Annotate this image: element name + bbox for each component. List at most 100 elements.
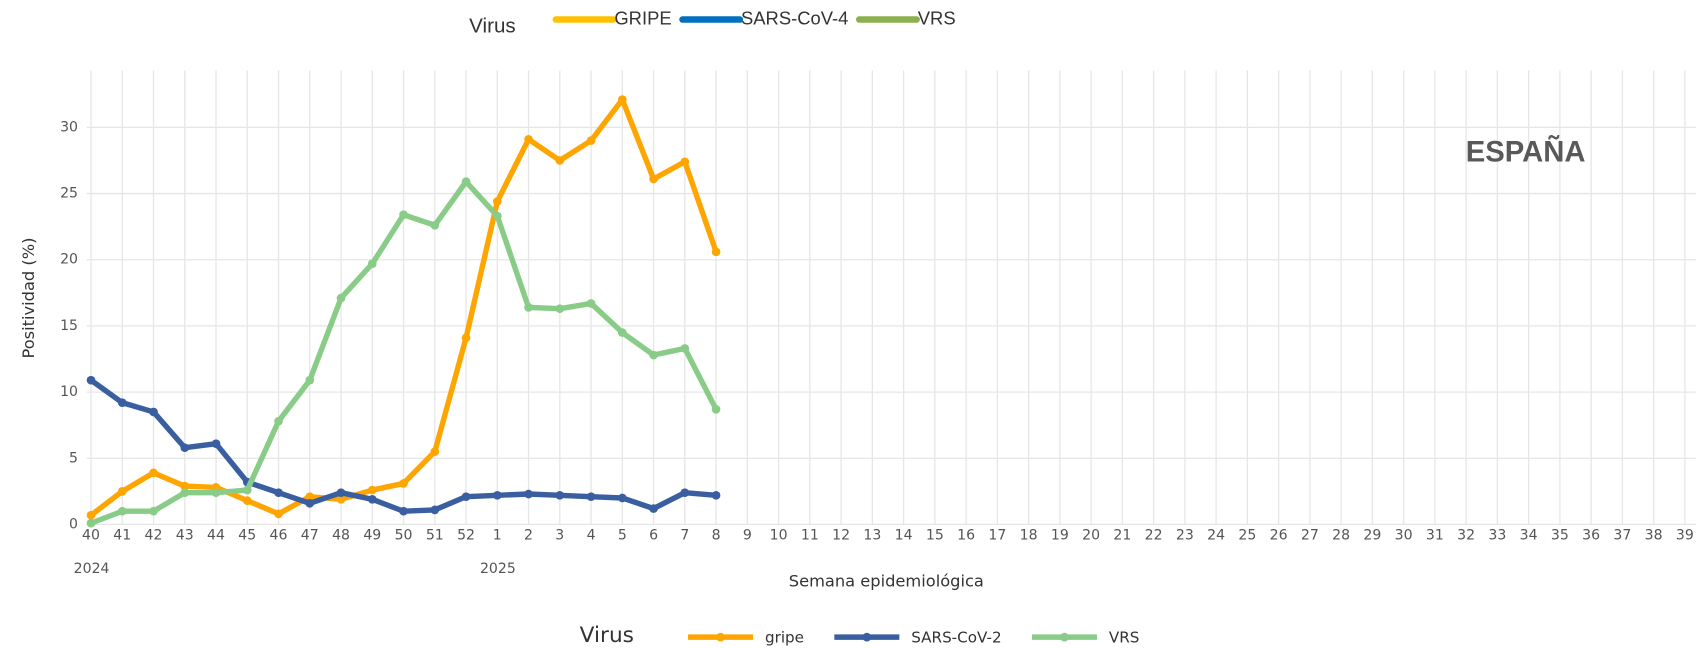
point (461, 333, 471, 343)
point (617, 328, 627, 337)
point (305, 375, 315, 385)
x-tick-label: 13 (863, 527, 881, 543)
y-tick-label: 20 (60, 252, 78, 268)
x-axis-label: Semana epidemiológica (789, 571, 984, 590)
point (180, 481, 190, 491)
x-tick-label: 28 (1332, 527, 1350, 543)
point (211, 488, 221, 498)
x-tick-label: 52 (457, 527, 475, 543)
x-tick-label: 12 (832, 527, 850, 543)
x-tick-label: 36 (1582, 527, 1600, 543)
x-tick-label: 40 (82, 527, 100, 543)
point (180, 488, 190, 498)
point (649, 504, 658, 513)
x-tick-label: 23 (1176, 527, 1194, 543)
point (399, 210, 408, 220)
x-tick-label: 2 (524, 527, 533, 543)
point (242, 496, 252, 505)
x-tick-label: 18 (1020, 527, 1038, 543)
x-tick-label: 4 (587, 527, 596, 543)
x-tick-label: 8 (712, 527, 721, 543)
point (524, 489, 533, 499)
point (274, 416, 283, 426)
point (430, 220, 440, 230)
point (86, 375, 96, 385)
y-tick-label: 15 (60, 318, 78, 334)
x-tick-label: 6 (649, 527, 658, 543)
point (399, 479, 408, 488)
point (430, 505, 440, 515)
x-tick-label: 10 (770, 527, 788, 543)
y-tick-label: 0 (69, 516, 78, 532)
period-label: 2025 (480, 561, 516, 577)
point (680, 488, 690, 498)
x-tick-label: 16 (957, 527, 975, 543)
point (492, 491, 502, 500)
point (274, 509, 283, 519)
y-tick-label: 10 (60, 384, 78, 400)
point (555, 491, 565, 500)
point (367, 259, 377, 269)
point (586, 136, 596, 145)
point (555, 156, 565, 165)
x-tick-label: 20 (1082, 527, 1100, 543)
point (336, 293, 346, 303)
legend-swatch (716, 632, 725, 642)
x-tick-label: 9 (743, 527, 752, 543)
top-legend-label: SARS-CoV-4 (741, 7, 848, 28)
point (242, 485, 252, 495)
point (586, 299, 596, 308)
x-tick-label: 50 (395, 527, 413, 543)
plot-area (86, 70, 1696, 526)
x-tick-label: 47 (301, 527, 319, 543)
point (617, 493, 627, 503)
point (649, 174, 658, 184)
x-tick-label: 46 (270, 527, 288, 543)
point (524, 134, 533, 144)
x-tick-label: 11 (801, 527, 819, 543)
legend-swatch (862, 632, 872, 642)
x-tick-label: 24 (1207, 527, 1225, 543)
legend-swatch (1060, 632, 1069, 642)
x-tick-label: 31 (1426, 527, 1444, 543)
y-tick-label: 5 (69, 450, 78, 466)
point (117, 487, 127, 496)
x-tick-label: 41 (113, 527, 131, 543)
point (180, 443, 190, 453)
point (680, 157, 690, 167)
top-legend-label: GRIPE (614, 7, 671, 28)
point (305, 498, 315, 508)
x-tick-label: 25 (1238, 527, 1256, 543)
top-legend-label: VRS (918, 7, 956, 28)
x-tick-label: 42 (145, 527, 163, 543)
point (336, 488, 346, 498)
x-tick-label: 43 (176, 527, 194, 543)
point (86, 510, 96, 520)
point (149, 506, 158, 516)
annotation: ESPAÑA (1466, 135, 1586, 169)
point (711, 247, 721, 257)
x-tick-label: 5 (618, 527, 627, 543)
legend-label: SARS-CoV-2 (911, 629, 1001, 647)
x-tick-label: 29 (1363, 527, 1381, 543)
point (461, 177, 471, 186)
point (617, 95, 627, 104)
x-tick-label: 7 (680, 527, 689, 543)
point (117, 506, 127, 516)
x-tick-label: 45 (238, 527, 256, 543)
point (211, 439, 221, 449)
x-tick-label: 26 (1270, 527, 1288, 543)
x-tick-label: 33 (1488, 527, 1506, 543)
top-legend-title: Virus (469, 15, 516, 38)
x-tick-label: 27 (1301, 527, 1319, 543)
x-tick-label: 48 (332, 527, 350, 543)
point (399, 506, 408, 516)
point (367, 494, 377, 504)
x-tick-label: 37 (1613, 527, 1631, 543)
point (649, 350, 658, 360)
x-tick-label: 34 (1520, 527, 1538, 543)
point (524, 303, 533, 312)
x-tick-label: 51 (426, 527, 444, 543)
point (367, 485, 377, 495)
y-tick-label: 30 (60, 119, 78, 135)
